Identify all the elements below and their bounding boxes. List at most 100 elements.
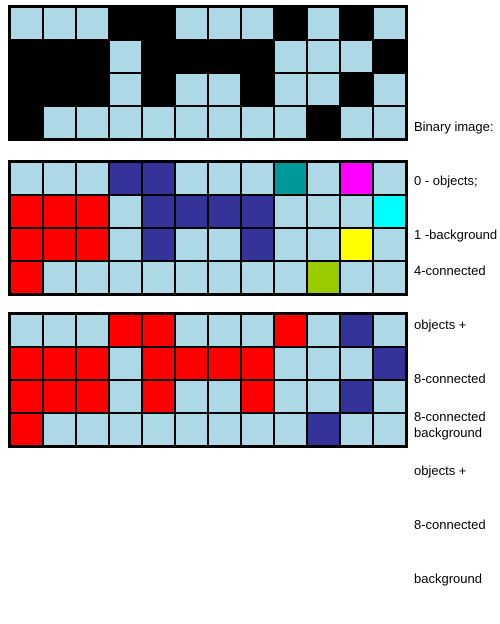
pixel-cell: [10, 40, 43, 73]
pixel-cell: [175, 413, 208, 446]
pixel-cell: [241, 314, 274, 347]
pixel-cell: [208, 380, 241, 413]
pixel-cell: [43, 73, 76, 106]
pixel-cell: [241, 413, 274, 446]
four-connected-caption: 4-connected objects + 8-connected backgr…: [414, 226, 486, 478]
pixel-cell: [76, 413, 109, 446]
pixel-cell: [241, 40, 274, 73]
pixel-cell: [109, 228, 142, 261]
pixel-cell: [175, 228, 208, 261]
pixel-cell: [241, 106, 274, 139]
pixel-cell: [208, 261, 241, 294]
caption-line: 8-connected: [414, 517, 486, 532]
pixel-cell: [340, 314, 373, 347]
pixel-cell: [241, 7, 274, 40]
pixel-cell: [43, 195, 76, 228]
pixel-cell: [10, 413, 43, 446]
pixel-cell: [175, 162, 208, 195]
caption-line: Binary image:: [414, 119, 494, 134]
pixel-cell: [340, 7, 373, 40]
pixel-cell: [175, 106, 208, 139]
pixel-cell: [373, 106, 406, 139]
pixel-cell: [307, 347, 340, 380]
pixel-cell: [43, 106, 76, 139]
pixel-cell: [76, 261, 109, 294]
pixel-cell: [274, 40, 307, 73]
caption-line: 8-connected: [414, 409, 486, 424]
pixel-cell: [274, 413, 307, 446]
pixel-cell: [307, 380, 340, 413]
pixel-cell: [241, 261, 274, 294]
pixel-cell: [109, 261, 142, 294]
pixel-cell: [175, 347, 208, 380]
eight-connected-caption: 8-connected objects + 8-connected backgr…: [414, 372, 486, 624]
pixel-cell: [274, 261, 307, 294]
pixel-cell: [109, 413, 142, 446]
pixel-cell: [109, 347, 142, 380]
binary-image-grid: [8, 5, 408, 141]
pixel-cell: [307, 261, 340, 294]
pixel-cell: [274, 347, 307, 380]
pixel-cell: [241, 347, 274, 380]
pixel-cell: [373, 261, 406, 294]
pixel-cell: [373, 40, 406, 73]
pixel-cell: [274, 380, 307, 413]
pixel-cell: [274, 106, 307, 139]
pixel-cell: [208, 40, 241, 73]
pixel-cell: [10, 261, 43, 294]
pixel-cell: [76, 347, 109, 380]
pixel-cell: [340, 228, 373, 261]
pixel-cell: [373, 162, 406, 195]
pixel-cell: [340, 380, 373, 413]
pixel-cell: [109, 106, 142, 139]
pixel-cell: [76, 7, 109, 40]
pixel-cell: [76, 162, 109, 195]
pixel-cell: [109, 195, 142, 228]
pixel-cell: [307, 314, 340, 347]
pixel-cell: [43, 380, 76, 413]
pixel-cell: [109, 40, 142, 73]
pixel-cell: [76, 106, 109, 139]
pixel-cell: [43, 347, 76, 380]
pixel-cell: [373, 413, 406, 446]
pixel-cell: [340, 195, 373, 228]
caption-line: 0 - objects;: [414, 173, 478, 188]
pixel-cell: [373, 73, 406, 106]
pixel-cell: [307, 73, 340, 106]
caption-line: 4-connected: [414, 263, 486, 278]
pixel-cell: [208, 413, 241, 446]
pixel-cell: [340, 261, 373, 294]
pixel-cell: [10, 162, 43, 195]
pixel-cell: [373, 347, 406, 380]
pixel-cell: [241, 195, 274, 228]
pixel-cell: [340, 73, 373, 106]
caption-line: objects +: [414, 317, 467, 332]
pixel-cell: [76, 228, 109, 261]
pixel-cell: [241, 73, 274, 106]
pixel-cell: [175, 380, 208, 413]
pixel-cell: [10, 314, 43, 347]
pixel-cell: [10, 228, 43, 261]
pixel-cell: [241, 380, 274, 413]
pixel-cell: [373, 7, 406, 40]
caption-line: background: [414, 425, 482, 440]
pixel-cell: [76, 195, 109, 228]
pixel-cell: [340, 40, 373, 73]
pixel-cell: [208, 106, 241, 139]
pixel-cell: [43, 228, 76, 261]
pixel-cell: [175, 314, 208, 347]
caption-line: 1 -background: [414, 227, 498, 242]
pixel-cell: [76, 314, 109, 347]
pixel-cell: [142, 413, 175, 446]
pixel-cell: [175, 261, 208, 294]
pixel-cell: [142, 380, 175, 413]
pixel-cell: [142, 40, 175, 73]
pixel-cell: [340, 413, 373, 446]
eight-connected-grid: [8, 312, 408, 448]
pixel-cell: [142, 195, 175, 228]
pixel-cell: [274, 73, 307, 106]
pixel-cell: [340, 106, 373, 139]
pixel-cell: [307, 106, 340, 139]
caption-line: background: [414, 571, 482, 586]
pixel-cell: [76, 380, 109, 413]
